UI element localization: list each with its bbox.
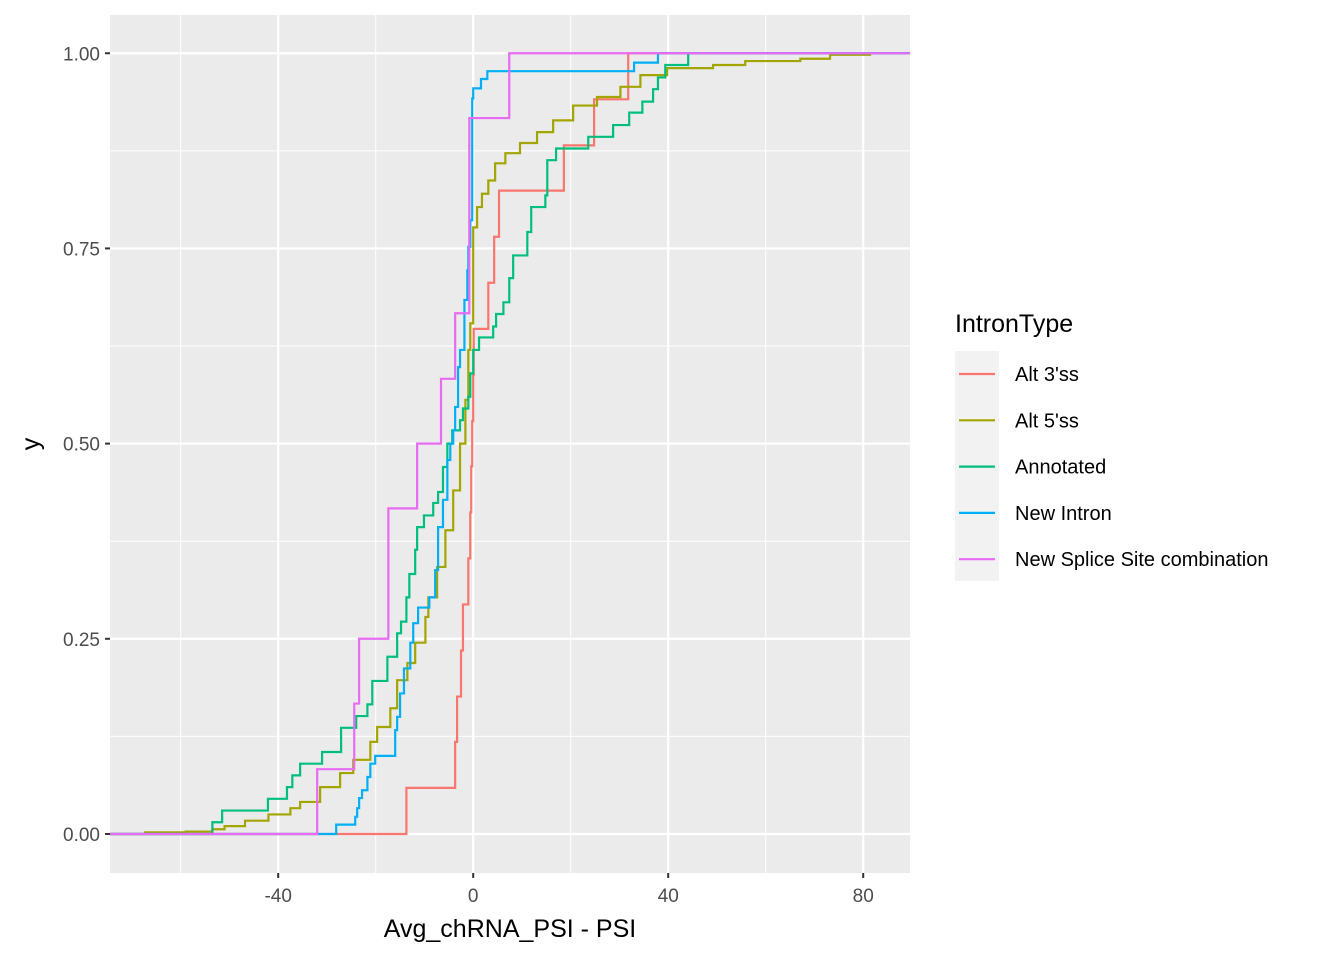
y-axis: 0.00 0.25 0.50 0.75 1.00 <box>63 44 110 846</box>
x-tick-label: -40 <box>264 886 291 907</box>
legend-label: New Splice Site combination <box>1015 549 1268 571</box>
y-axis-title: y <box>17 437 45 450</box>
legend-label: Annotated <box>1015 457 1106 479</box>
y-tick-label: 0.25 <box>63 630 100 651</box>
legend: IntronType Alt 3'ss Alt 5'ss Annotated New … <box>955 310 1268 581</box>
x-tick-label: 0 <box>468 886 479 907</box>
legend-title: IntronType <box>955 310 1073 338</box>
x-tick-label: 40 <box>658 886 679 907</box>
series-line-3 <box>110 52 910 836</box>
x-axis-title: Avg_chRNA_PSI - PSI <box>384 915 636 943</box>
series-lines <box>110 52 910 836</box>
series-line-1 <box>110 52 910 836</box>
legend-label: Alt 3'ss <box>1015 364 1079 386</box>
legend-label: New Intron <box>1015 503 1112 525</box>
legend-label: Alt 5'ss <box>1015 410 1079 432</box>
y-tick-label: 0.00 <box>63 825 100 846</box>
series-line-4 <box>110 52 910 836</box>
x-tick-label: 80 <box>853 886 874 907</box>
y-tick-label: 0.75 <box>63 239 100 260</box>
y-tick-label: 0.50 <box>63 435 100 456</box>
x-axis: -40 0 40 80 <box>264 873 874 907</box>
series-line-0 <box>110 52 910 836</box>
y-tick-label: 1.00 <box>63 44 100 65</box>
